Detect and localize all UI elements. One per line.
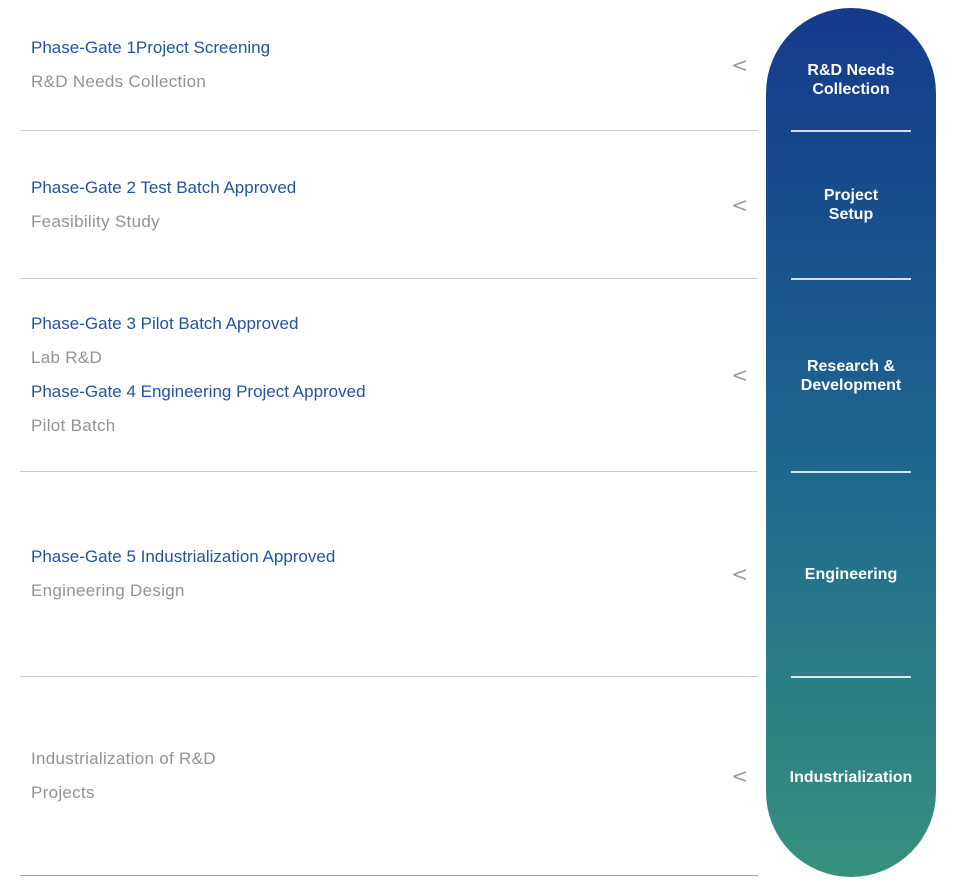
stage-label: Research & Development bbox=[800, 357, 902, 394]
chevron-left-icon[interactable]: < bbox=[731, 363, 748, 387]
phase-stage-subtitle: Pilot Batch bbox=[31, 416, 116, 435]
phase-stage-subtitle: Lab R&D bbox=[31, 348, 103, 367]
stage-section-rnd-needs-collection: R&D Needs Collection bbox=[766, 8, 936, 131]
phase-gate-title[interactable]: Phase-Gate 4 Engineering Project Approve… bbox=[31, 382, 366, 401]
phase-gate-title[interactable]: Phase-Gate 2 Test Batch Approved bbox=[31, 177, 297, 197]
phase-row-research-development: Phase-Gate 3 Pilot Batch Approved Lab R&… bbox=[20, 279, 758, 472]
phase-row-project-setup: Phase-Gate 2 Test Batch Approved Feasibi… bbox=[20, 131, 758, 279]
chevron-left-icon[interactable]: < bbox=[731, 53, 748, 77]
stage-section-industrialization: Industrialization bbox=[766, 677, 936, 877]
stage-label: Project Setup bbox=[823, 187, 879, 223]
stage-divider bbox=[791, 676, 911, 678]
phase-row-rnd-needs: Phase-Gate 1Project Screening R&D Needs … bbox=[20, 0, 758, 131]
stage-divider bbox=[791, 278, 911, 280]
stage-label: R&D Needs Collection bbox=[807, 61, 895, 98]
phase-gate-title[interactable]: Phase-Gate 5 Industrialization Approved bbox=[31, 547, 336, 566]
stage-section-engineering: Engineering bbox=[766, 472, 936, 677]
phase-stage-subtitle: Engineering Design bbox=[31, 581, 185, 600]
chevron-left-icon[interactable]: < bbox=[731, 562, 748, 586]
stage-section-project-setup: Project Setup bbox=[766, 131, 936, 279]
phase-stage-subtitle: Feasibility Study bbox=[31, 211, 160, 231]
phase-row-industrialization: Industrialization of R&D Projects < bbox=[20, 677, 758, 876]
stage-divider bbox=[791, 471, 911, 473]
phase-gate-list: Phase-Gate 1Project Screening R&D Needs … bbox=[20, 0, 758, 876]
chevron-left-icon[interactable]: < bbox=[731, 192, 748, 217]
phase-gate-title[interactable]: Phase-Gate 3 Pilot Batch Approved bbox=[31, 314, 299, 333]
stage-divider bbox=[791, 130, 911, 132]
stage-section-research-development: Research & Development bbox=[766, 279, 936, 472]
phase-gate-title[interactable]: Phase-Gate 1Project Screening bbox=[31, 38, 271, 57]
phase-stage-subtitle: R&D Needs Collection bbox=[31, 72, 207, 91]
phase-row-engineering: Phase-Gate 5 Industrialization Approved … bbox=[20, 472, 758, 677]
chevron-left-icon[interactable]: < bbox=[731, 764, 748, 788]
stage-label: Engineering bbox=[804, 566, 898, 583]
stage-pill: R&D Needs Collection Project Setup Resea… bbox=[766, 8, 936, 877]
stage-label: Industrialization bbox=[789, 768, 913, 786]
phase-stage-subtitle: Industrialization of R&D bbox=[31, 749, 216, 768]
phase-stage-subtitle: Projects bbox=[31, 783, 95, 802]
